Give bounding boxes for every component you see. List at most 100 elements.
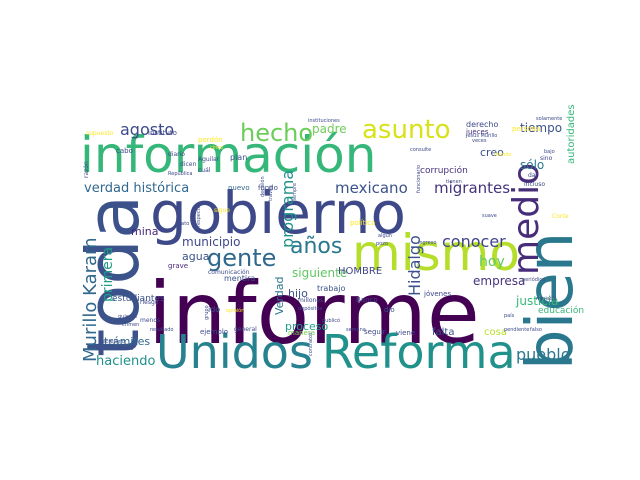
word-diario: diario — [168, 151, 185, 158]
word-hijo: hijo — [288, 287, 308, 300]
word-solo: sólo — [520, 158, 544, 172]
word-pueblo: pueblo — [516, 345, 571, 364]
word-solamente: solamente — [536, 116, 562, 122]
word-falso: falso — [530, 327, 542, 333]
word-mentira: mentira — [224, 274, 255, 283]
word-veces: veces — [472, 138, 487, 144]
word-pais: país — [504, 312, 515, 319]
word-pendiente: pendiente — [504, 327, 529, 333]
word-funcionario: funcionario — [416, 165, 422, 193]
word-hombre: HOMBRE — [338, 266, 382, 277]
word-derecho: derecho — [466, 120, 499, 129]
word-incluso: incluso — [524, 181, 545, 188]
word-gente: gente — [207, 244, 276, 272]
word-razon: razón — [83, 161, 90, 178]
word-seguir: seguir — [364, 328, 386, 336]
word-murillo-karam: Murillo Karam — [80, 237, 101, 362]
word-contratos: contratos — [308, 332, 314, 356]
word-bajo: bajo — [544, 149, 555, 155]
word-sino: sino — [540, 155, 553, 162]
word-empresa: empresa — [473, 274, 525, 288]
word-comunicacion: comunicación — [208, 269, 250, 276]
word-mina: mina — [131, 225, 158, 238]
word-consulte: consulte — [410, 147, 431, 153]
word-primera: primera — [100, 247, 116, 302]
word-municipio: municipio — [182, 235, 240, 249]
word-politica: política — [350, 219, 375, 227]
word-dicen: dicen — [180, 161, 196, 168]
word-educacion: educación — [538, 305, 584, 316]
word-cinco: cinco — [210, 145, 223, 151]
word-millones: millones — [298, 297, 323, 304]
word-sigue: sigue — [214, 207, 230, 214]
word-jovenes: jóvenes — [423, 290, 451, 298]
word-persona: persona — [512, 125, 540, 133]
word-siempre: siempre — [292, 183, 298, 203]
word-jueces: jueces — [465, 128, 489, 136]
word-padre: padre — [312, 122, 347, 136]
word-programa: programa — [278, 170, 297, 248]
word-republica: República — [168, 170, 192, 177]
word-perdon: perdón — [198, 136, 223, 144]
word-menos: menos — [140, 317, 160, 324]
word-plan: plan — [230, 153, 247, 162]
word-grave: grave — [168, 262, 188, 270]
word-traves: través — [267, 185, 274, 201]
word-ministra: ministra — [536, 296, 557, 302]
word-banco: Banco — [356, 296, 378, 304]
word-quieren: quieren — [118, 314, 137, 320]
word-migrantes: migrantes — [434, 179, 510, 197]
word-aguilar: Aguilar — [198, 156, 220, 163]
word-suave: suave — [482, 213, 497, 219]
word-jesus-murillo: Jesús Murillo — [465, 132, 497, 139]
word-unidos: Unidos — [156, 325, 313, 379]
word-autoridades: autoridades — [566, 104, 577, 164]
word-falta: falta — [432, 327, 454, 338]
word-agosto: agosto — [120, 120, 174, 139]
word-ejemplo: ejemplo — [200, 328, 228, 336]
word-corrupcion: corrupción — [420, 165, 468, 176]
word-tramites: trámites — [104, 335, 150, 348]
word-depositos: depósitos — [298, 305, 322, 312]
word-supuesto: supuesto — [86, 130, 114, 137]
word-pozo: pozo — [376, 241, 388, 247]
word-respecto: respecto — [196, 205, 202, 227]
word-periodico: periódico — [522, 276, 545, 283]
word-creo: creo — [480, 146, 504, 159]
word-verdad-historica: verdad histórica — [84, 181, 189, 196]
word-general: general — [234, 326, 257, 333]
word-mundo: mundo — [494, 152, 511, 158]
word-bien: bien — [514, 232, 588, 370]
word-hoy: hoy — [479, 254, 505, 270]
word-medio: medio — [506, 163, 547, 275]
word-corte: Corte — [552, 213, 569, 220]
word-verdad: Verdad — [273, 277, 286, 315]
word-resultado: resultado — [150, 327, 173, 333]
word-toda: toda — [71, 195, 155, 357]
word-instituto: instituto — [148, 129, 177, 137]
word-opinion: opinión — [226, 307, 244, 314]
word-mexicano: mexicano — [335, 179, 408, 197]
word-ingreso: ingreso — [418, 240, 436, 246]
word-agua: agua — [182, 250, 209, 263]
word-anos: años — [290, 234, 342, 259]
word-informacion: información — [80, 126, 376, 184]
word-cabo: cabo — [116, 147, 133, 155]
word-tiempo: tiempo — [520, 121, 562, 135]
word-cosa: cosa — [484, 327, 507, 338]
word-asunto: asunto — [362, 115, 451, 145]
word-algun: algún — [378, 232, 392, 239]
word-siguiente: siguiente — [292, 266, 347, 280]
word-viene: viene — [396, 329, 415, 337]
word-hidalgo: Hidalgo — [405, 235, 424, 296]
word-grupo: grupo — [204, 305, 210, 320]
word-tienen: tienen — [446, 179, 462, 185]
word-dio: dio — [384, 306, 395, 314]
word-dar: dar — [528, 172, 538, 179]
word-crimen: crimen — [122, 322, 139, 328]
word-instituciones: instituciones — [308, 118, 340, 124]
word-semana: semana — [346, 327, 366, 333]
word-secretario: secretario — [100, 339, 125, 345]
word-nunca: nunca — [118, 346, 133, 352]
